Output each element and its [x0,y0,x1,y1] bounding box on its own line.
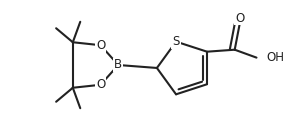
Text: O: O [96,78,105,91]
Text: S: S [172,35,180,48]
Text: O: O [96,39,105,52]
Text: B: B [114,58,122,72]
Text: OH: OH [266,51,284,64]
Text: O: O [235,12,244,25]
